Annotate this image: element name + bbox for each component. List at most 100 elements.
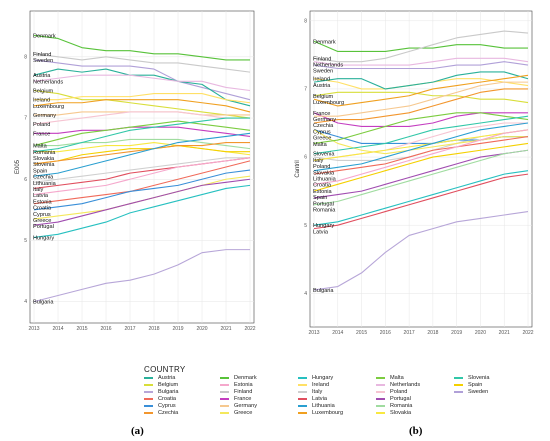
y-tick-label: 7: [304, 87, 307, 93]
country-label-luxembourg: Luxembourg: [313, 100, 344, 106]
legend-swatch: [220, 384, 229, 386]
legend-item-denmark: Denmark: [220, 375, 257, 381]
legend-item-malta: Malta: [376, 375, 404, 381]
legend-swatch: [376, 398, 385, 400]
country-label-austria: Austria: [313, 83, 331, 89]
x-tick-label: 2015: [76, 326, 87, 332]
series-line-cyprus: [33, 169, 251, 211]
series-lines: [313, 30, 529, 291]
legend-swatch: [298, 398, 307, 400]
country-label-finland: Finland: [33, 52, 51, 58]
legend-swatch: [298, 391, 307, 393]
y-tick-label: 5: [304, 223, 307, 229]
country-label-austria: Austria: [33, 73, 51, 79]
country-label-germany: Germany: [33, 113, 56, 119]
country-label-bulgaria: Bulgaria: [313, 288, 334, 294]
legend-swatch: [376, 405, 385, 407]
country-label-poland: Poland: [33, 122, 50, 128]
country-label-croatia: Croatia: [313, 183, 332, 189]
legend-label: Germany: [234, 403, 258, 409]
series-line-slovakia: [313, 129, 529, 162]
caption-b: (b): [409, 425, 423, 437]
country-label-slovakia: Slovakia: [33, 156, 55, 162]
x-tick-label: 2021: [220, 326, 231, 332]
series-lines: [33, 34, 251, 303]
series-line-belgium: [33, 89, 251, 119]
legend-swatch: [376, 412, 385, 414]
x-tick-label: 2016: [380, 330, 391, 336]
legend-label: Netherlands: [390, 382, 421, 388]
line-chart-e005: 4 5 6 7 8 2013 2014 2015 2016 2017 2018 2019 2020 202…: [15, 10, 256, 332]
country-label-luxembourg: Luxembourg: [33, 104, 64, 110]
legend-swatch: [144, 412, 153, 414]
legend-label: Portugal: [390, 396, 411, 402]
legend-item-croatia: Croatia: [144, 396, 176, 402]
x-tick-label: 2013: [308, 330, 319, 336]
country-label-netherlands: Netherlands: [33, 79, 63, 85]
x-tick-label: 2014: [52, 326, 63, 332]
series-line-luxembourg: [313, 74, 529, 107]
series-line-estonia: [33, 157, 251, 196]
legend-label: Sweden: [468, 389, 489, 395]
country-label-cyprus: Cyprus: [313, 129, 331, 135]
country-label-greece: Greece: [313, 136, 331, 142]
country-label-estonia: Estonia: [33, 199, 53, 205]
series-line-netherlands: [33, 74, 251, 92]
legend-label: Finland: [234, 389, 253, 395]
x-tick-label: 2022: [244, 326, 255, 332]
country-label-cyprus: Cyprus: [33, 212, 51, 218]
legend-item-finland: Finland: [220, 389, 252, 395]
y-tick-label: 8: [304, 18, 307, 24]
series-line-denmark: [33, 34, 250, 61]
x-tick-label: 2020: [475, 330, 486, 336]
plot-frame: [29, 10, 255, 324]
series-line-croatia: [313, 136, 529, 175]
legend-label: Romania: [390, 403, 413, 409]
legend-label: Czechia: [158, 410, 179, 416]
y-tick-label: 4: [24, 299, 27, 305]
caption-a: (a): [131, 425, 144, 437]
y-tick-label: 8: [24, 54, 27, 60]
legend-item-latvia: Latvia: [298, 396, 327, 402]
legend-swatch: [298, 384, 307, 386]
legend-swatch: [376, 391, 385, 393]
series-line-france: [313, 112, 528, 127]
country-label-latvia: Latvia: [33, 193, 49, 199]
country-label-finland: Finland: [313, 56, 331, 62]
series-line-netherlands: [313, 57, 529, 66]
series-line-austria: [33, 68, 251, 107]
x-tick-label: 2020: [196, 326, 207, 332]
series-line-sweden: [313, 61, 529, 70]
legend-item-spain: Spain: [454, 382, 482, 388]
legend-item-romania: Romania: [376, 403, 412, 409]
country-label-spain: Spain: [33, 168, 47, 174]
country-label-malta: Malta: [33, 144, 48, 150]
series-line-germany: [314, 81, 528, 117]
series-line-czechia: [313, 88, 528, 124]
series-line-latvia: [313, 173, 529, 230]
line-chart-cantril: 4 5 6 7 8 2013 2014 2015 2016 2017 2018 2019 2020 202…: [295, 10, 534, 336]
country-label-slovenia: Slovenia: [313, 152, 335, 158]
country-label-ireland: Ireland: [33, 98, 50, 104]
series-line-portugal: [33, 178, 251, 226]
series-line-hungary: [33, 184, 251, 238]
legend-swatch: [454, 391, 463, 393]
legend-swatch: [220, 377, 229, 379]
legend-label: Luxembourg: [312, 410, 344, 416]
legend-swatch: [454, 384, 463, 386]
legend-label: France: [234, 396, 252, 402]
x-tick-label: 2019: [451, 330, 462, 336]
legend-label: Belgium: [158, 382, 179, 388]
series-line-belgium: [313, 91, 529, 104]
legend-item-italy: Italy: [298, 389, 322, 395]
country-label-france: France: [313, 111, 330, 117]
series-line-poland: [33, 111, 250, 125]
country-label-spain: Spain: [313, 195, 327, 201]
x-tick-label: 2017: [124, 326, 135, 332]
legend-swatch: [144, 391, 153, 393]
country-label-romania: Romania: [313, 207, 336, 213]
legend-label: Ireland: [312, 382, 330, 388]
y-tick-label: 5: [24, 238, 27, 244]
x-tick-label: 2016: [100, 326, 111, 332]
series-line-romania: [313, 149, 529, 206]
